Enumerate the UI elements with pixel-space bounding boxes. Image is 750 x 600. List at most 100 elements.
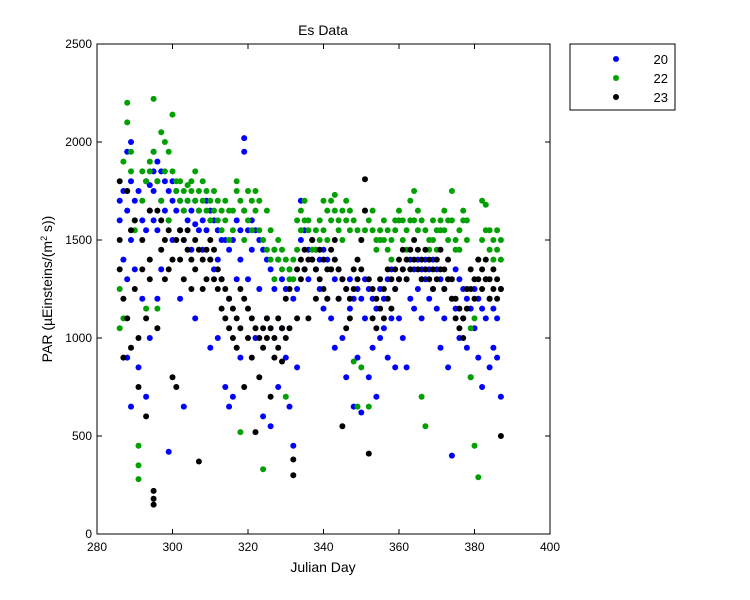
data-point-23 — [290, 456, 297, 463]
data-point-22 — [365, 217, 372, 224]
data-point-20 — [214, 335, 221, 341]
data-point-20 — [380, 325, 387, 332]
data-point-23 — [358, 266, 365, 273]
y-axis-label-tail: s)) — [39, 216, 55, 236]
data-point-22 — [252, 207, 259, 214]
data-point-22 — [263, 207, 270, 214]
data-point-22 — [154, 305, 161, 312]
data-point-22 — [331, 207, 338, 214]
data-point-22 — [158, 129, 165, 136]
data-point-23 — [177, 227, 184, 234]
data-point-23 — [407, 266, 414, 273]
data-point-23 — [369, 315, 376, 322]
data-point-23 — [309, 237, 316, 243]
data-point-20 — [305, 276, 312, 283]
data-point-22 — [237, 429, 244, 436]
data-point-23 — [312, 266, 319, 273]
data-point-22 — [343, 197, 350, 204]
data-point-23 — [437, 246, 444, 253]
y-axis-label: PAR (µEinsteins/(m2 s)) — [39, 216, 55, 363]
x-tick-label: 320 — [238, 540, 258, 554]
data-point-22 — [248, 197, 255, 204]
series-23 — [116, 176, 504, 508]
data-point-20 — [161, 178, 168, 185]
data-point-23 — [116, 178, 123, 185]
data-point-23 — [294, 315, 301, 322]
data-point-23 — [426, 256, 433, 263]
data-point-23 — [463, 305, 470, 312]
data-point-22 — [195, 188, 202, 194]
data-point-22 — [494, 246, 501, 253]
data-point-20 — [358, 409, 365, 416]
data-point-23 — [388, 276, 395, 283]
data-point-23 — [195, 458, 202, 465]
data-point-23 — [218, 276, 225, 283]
data-point-23 — [365, 276, 372, 283]
data-point-23 — [445, 256, 452, 263]
data-point-23 — [263, 335, 270, 341]
data-point-22 — [441, 227, 448, 234]
data-point-23 — [169, 256, 176, 263]
data-point-20 — [188, 207, 195, 214]
data-point-20 — [486, 364, 493, 371]
data-point-22 — [346, 227, 353, 234]
data-point-22 — [120, 158, 127, 165]
data-point-20 — [233, 217, 240, 224]
data-point-23 — [131, 286, 138, 292]
data-point-22 — [328, 197, 335, 204]
data-point-22 — [286, 266, 293, 273]
data-point-23 — [135, 384, 142, 390]
data-point-22 — [463, 237, 470, 243]
data-point-22 — [437, 217, 444, 224]
data-point-22 — [195, 207, 202, 214]
data-point-23 — [154, 207, 161, 214]
data-point-20 — [128, 237, 134, 243]
data-point-23 — [267, 325, 274, 332]
data-point-20 — [490, 344, 497, 351]
y-tick-label: 2500 — [65, 37, 92, 51]
data-point-20 — [229, 393, 236, 400]
x-tick-label: 360 — [389, 540, 409, 554]
data-point-23 — [316, 246, 323, 253]
data-point-23 — [486, 295, 493, 302]
data-point-23 — [403, 276, 410, 283]
data-point-22 — [411, 188, 418, 194]
data-point-23 — [143, 413, 150, 420]
data-point-23 — [131, 217, 138, 224]
data-point-22 — [275, 237, 282, 243]
data-point-23 — [286, 325, 293, 332]
data-point-23 — [161, 237, 168, 243]
data-point-23 — [279, 325, 285, 332]
y-tick-label: 0 — [85, 527, 92, 541]
data-point-22 — [301, 197, 308, 204]
data-point-23 — [430, 266, 436, 273]
data-point-22 — [290, 256, 297, 263]
data-point-23 — [494, 295, 501, 302]
legend-entry-20: 20 — [613, 52, 668, 67]
legend-label-22: 22 — [654, 71, 668, 86]
x-tick-label: 280 — [87, 540, 107, 554]
data-point-23 — [188, 256, 195, 263]
data-point-23 — [124, 315, 131, 322]
data-point-20 — [290, 442, 297, 449]
data-point-22 — [188, 188, 195, 194]
data-point-20 — [475, 354, 482, 361]
data-point-23 — [116, 266, 123, 273]
data-point-23 — [377, 305, 384, 312]
data-point-22 — [497, 256, 504, 263]
data-point-23 — [320, 256, 327, 263]
data-point-20 — [222, 384, 229, 390]
data-point-22 — [199, 197, 206, 204]
data-point-23 — [128, 227, 134, 234]
data-point-23 — [460, 335, 467, 341]
data-point-23 — [301, 246, 308, 253]
data-point-20 — [150, 188, 157, 194]
data-point-22 — [456, 227, 463, 234]
data-point-22 — [211, 207, 217, 214]
data-point-22 — [158, 197, 165, 204]
data-point-23 — [384, 266, 391, 273]
data-point-23 — [448, 276, 455, 283]
data-point-22 — [320, 197, 327, 204]
data-point-22 — [192, 197, 199, 204]
data-point-23 — [399, 266, 406, 273]
